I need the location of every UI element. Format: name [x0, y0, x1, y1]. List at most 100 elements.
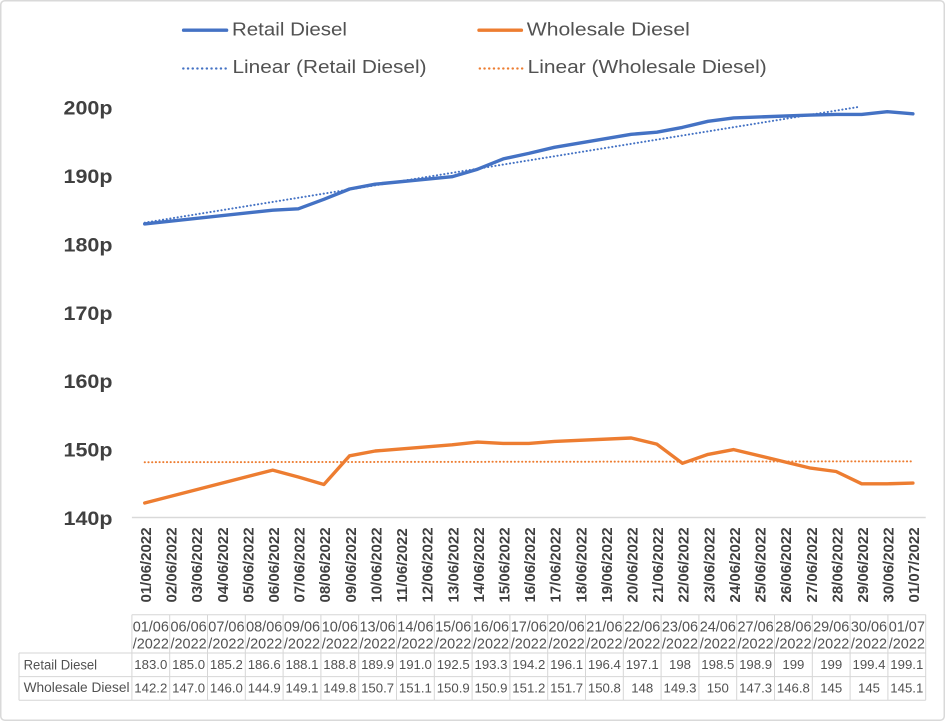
svg-text:24/06/2022: 24/06/2022 [727, 527, 744, 602]
svg-text:191.0: 191.0 [399, 657, 432, 672]
svg-text:197.1: 197.1 [626, 657, 659, 672]
svg-text:198.5: 198.5 [701, 657, 734, 672]
svg-text:/2022: /2022 [322, 636, 358, 652]
svg-text:145: 145 [858, 681, 880, 696]
svg-text:Retail Diesel: Retail Diesel [232, 18, 347, 39]
svg-text:22/06: 22/06 [624, 620, 660, 636]
svg-text:18/06/2022: 18/06/2022 [573, 527, 590, 602]
svg-text:151.1: 151.1 [399, 681, 432, 696]
svg-text:23/06/2022: 23/06/2022 [701, 527, 718, 602]
svg-text:199.4: 199.4 [852, 657, 885, 672]
svg-text:27/06: 27/06 [738, 620, 774, 636]
svg-text:150p: 150p [64, 440, 113, 462]
svg-text:198: 198 [669, 657, 691, 672]
svg-text:10/06/2022: 10/06/2022 [369, 527, 386, 602]
svg-text:/2022: /2022 [586, 636, 622, 652]
svg-text:150.7: 150.7 [361, 681, 394, 696]
svg-text:15/06/2022: 15/06/2022 [497, 527, 514, 602]
svg-text:146.0: 146.0 [210, 681, 243, 696]
svg-text:/2022: /2022 [511, 636, 547, 652]
svg-text:07/06/2022: 07/06/2022 [292, 527, 309, 602]
svg-text:26/06/2022: 26/06/2022 [778, 527, 795, 602]
svg-text:Wholesale Diesel: Wholesale Diesel [527, 18, 690, 39]
svg-text:28/06/2022: 28/06/2022 [829, 527, 846, 602]
svg-text:29/06/2022: 29/06/2022 [855, 527, 872, 602]
svg-text:185.2: 185.2 [210, 657, 243, 672]
svg-text:140p: 140p [64, 508, 113, 530]
svg-text:149.1: 149.1 [285, 681, 318, 696]
svg-text:/2022: /2022 [208, 636, 244, 652]
svg-text:Linear (Wholesale Diesel): Linear (Wholesale Diesel) [528, 56, 767, 77]
svg-text:199: 199 [782, 657, 804, 672]
svg-text:13/06: 13/06 [360, 620, 396, 636]
svg-text:08/06/2022: 08/06/2022 [317, 527, 334, 602]
svg-text:150.9: 150.9 [474, 681, 507, 696]
svg-text:144.9: 144.9 [248, 681, 281, 696]
svg-text:/2022: /2022 [473, 636, 509, 652]
svg-text:145: 145 [820, 681, 842, 696]
svg-text:/2022: /2022 [851, 636, 887, 652]
svg-text:21/06: 21/06 [586, 620, 622, 636]
svg-text:/2022: /2022 [738, 636, 774, 652]
svg-text:05/06/2022: 05/06/2022 [240, 527, 257, 602]
svg-text:196.4: 196.4 [588, 657, 621, 672]
svg-text:21/06/2022: 21/06/2022 [650, 527, 667, 602]
svg-text:145.1: 145.1 [890, 681, 923, 696]
svg-text:12/06/2022: 12/06/2022 [420, 527, 437, 602]
svg-text:146.8: 146.8 [777, 681, 810, 696]
svg-text:/2022: /2022 [284, 636, 320, 652]
svg-text:170p: 170p [64, 303, 113, 325]
svg-text:150.8: 150.8 [588, 681, 621, 696]
svg-text:194.2: 194.2 [512, 657, 545, 672]
svg-text:/2022: /2022 [133, 636, 169, 652]
svg-text:01/06/2022: 01/06/2022 [138, 527, 155, 602]
svg-text:03/06/2022: 03/06/2022 [189, 527, 206, 602]
svg-text:14/06: 14/06 [397, 620, 433, 636]
svg-text:09/06/2022: 09/06/2022 [343, 527, 360, 602]
svg-text:/2022: /2022 [171, 636, 207, 652]
svg-text:Wholesale Diesel: Wholesale Diesel [24, 680, 130, 695]
svg-text:149.8: 149.8 [323, 681, 356, 696]
svg-text:149.3: 149.3 [663, 681, 696, 696]
svg-text:08/06: 08/06 [246, 620, 282, 636]
svg-text:147.3: 147.3 [739, 681, 772, 696]
svg-text:151.2: 151.2 [512, 681, 545, 696]
svg-text:27/06/2022: 27/06/2022 [804, 527, 821, 602]
svg-text:09/06: 09/06 [284, 620, 320, 636]
svg-text:28/06: 28/06 [775, 620, 811, 636]
svg-text:/2022: /2022 [700, 636, 736, 652]
svg-text:188.1: 188.1 [285, 657, 318, 672]
svg-text:17/06/2022: 17/06/2022 [548, 527, 565, 602]
svg-text:10/06: 10/06 [322, 620, 358, 636]
svg-text:16/06: 16/06 [473, 620, 509, 636]
svg-text:13/06/2022: 13/06/2022 [445, 527, 462, 602]
svg-text:/2022: /2022 [662, 636, 698, 652]
svg-text:/2022: /2022 [246, 636, 282, 652]
svg-text:15/06: 15/06 [435, 620, 471, 636]
svg-text:01/06: 01/06 [133, 620, 169, 636]
svg-text:14/06/2022: 14/06/2022 [471, 527, 488, 602]
svg-text:198.9: 198.9 [739, 657, 772, 672]
svg-text:/2022: /2022 [889, 636, 925, 652]
svg-text:22/06/2022: 22/06/2022 [676, 527, 693, 602]
svg-text:06/06/2022: 06/06/2022 [266, 527, 283, 602]
svg-text:/2022: /2022 [624, 636, 660, 652]
svg-text:183.0: 183.0 [134, 657, 167, 672]
svg-text:25/06/2022: 25/06/2022 [753, 527, 770, 602]
svg-text:148: 148 [631, 681, 653, 696]
svg-text:19/06/2022: 19/06/2022 [599, 527, 616, 602]
svg-text:160p: 160p [64, 371, 113, 393]
svg-text:/2022: /2022 [397, 636, 433, 652]
svg-text:/2022: /2022 [360, 636, 396, 652]
svg-text:16/06/2022: 16/06/2022 [522, 527, 539, 602]
svg-text:07/06: 07/06 [208, 620, 244, 636]
svg-text:20/06/2022: 20/06/2022 [625, 527, 642, 602]
svg-text:/2022: /2022 [435, 636, 471, 652]
svg-text:188.8: 188.8 [323, 657, 356, 672]
svg-text:29/06: 29/06 [813, 620, 849, 636]
svg-text:/2022: /2022 [813, 636, 849, 652]
svg-text:02/06/2022: 02/06/2022 [164, 527, 181, 602]
svg-text:06/06: 06/06 [171, 620, 207, 636]
svg-text:23/06: 23/06 [662, 620, 698, 636]
svg-text:04/06/2022: 04/06/2022 [215, 527, 232, 602]
